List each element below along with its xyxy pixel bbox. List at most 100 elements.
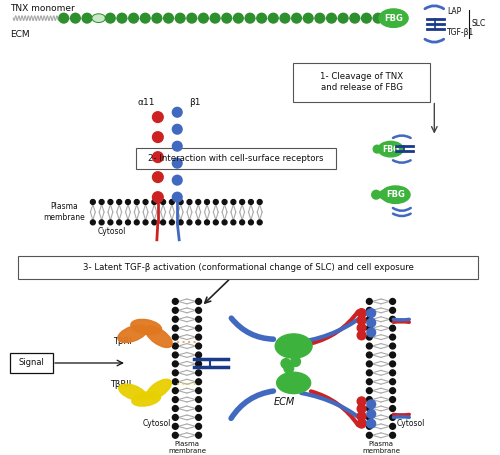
- Ellipse shape: [92, 14, 106, 22]
- Text: TβRI: TβRI: [113, 337, 132, 346]
- Circle shape: [90, 220, 96, 225]
- Circle shape: [204, 200, 210, 204]
- Circle shape: [367, 410, 376, 418]
- Circle shape: [152, 220, 156, 225]
- Circle shape: [390, 432, 396, 438]
- Circle shape: [108, 220, 113, 225]
- Circle shape: [380, 190, 388, 199]
- Circle shape: [172, 175, 182, 185]
- Text: FBG: FBG: [386, 190, 405, 199]
- Circle shape: [366, 415, 372, 420]
- Circle shape: [196, 405, 202, 411]
- Circle shape: [390, 397, 396, 403]
- Circle shape: [196, 200, 200, 204]
- Circle shape: [196, 352, 202, 358]
- Ellipse shape: [119, 384, 146, 400]
- Text: 2- Interaction with cell-surface receptors: 2- Interaction with cell-surface recepto…: [148, 154, 324, 163]
- Circle shape: [117, 220, 121, 225]
- Circle shape: [357, 397, 366, 406]
- Circle shape: [172, 334, 178, 340]
- FancyBboxPatch shape: [10, 353, 53, 373]
- Ellipse shape: [276, 372, 310, 394]
- Circle shape: [350, 13, 360, 23]
- Circle shape: [196, 370, 202, 376]
- Text: LAP: LAP: [447, 7, 461, 16]
- Circle shape: [245, 13, 255, 23]
- Circle shape: [196, 432, 202, 438]
- Circle shape: [140, 13, 150, 23]
- Circle shape: [366, 405, 372, 411]
- Circle shape: [196, 298, 202, 304]
- Circle shape: [367, 308, 376, 318]
- Circle shape: [172, 361, 178, 367]
- Circle shape: [357, 331, 366, 340]
- Circle shape: [222, 13, 232, 23]
- Circle shape: [372, 190, 380, 199]
- Circle shape: [390, 308, 396, 313]
- Circle shape: [234, 13, 243, 23]
- Circle shape: [152, 132, 163, 142]
- Circle shape: [196, 388, 202, 394]
- Circle shape: [198, 13, 208, 23]
- Text: TβRII: TβRII: [110, 380, 132, 389]
- Circle shape: [172, 352, 178, 358]
- Circle shape: [268, 13, 278, 23]
- Text: TNX monomer: TNX monomer: [10, 4, 75, 13]
- Ellipse shape: [378, 142, 404, 157]
- Circle shape: [172, 316, 178, 322]
- Circle shape: [176, 13, 185, 23]
- Circle shape: [108, 200, 113, 204]
- Circle shape: [172, 325, 178, 331]
- Text: 1- Cleavage of TNX
and release of FBG: 1- Cleavage of TNX and release of FBG: [320, 72, 403, 92]
- Circle shape: [172, 298, 178, 304]
- Circle shape: [152, 200, 156, 204]
- Text: TGF-β1: TGF-β1: [447, 28, 474, 37]
- Ellipse shape: [146, 326, 172, 348]
- Circle shape: [366, 316, 372, 322]
- FancyBboxPatch shape: [292, 63, 430, 101]
- Circle shape: [284, 364, 294, 373]
- Circle shape: [390, 405, 396, 411]
- Circle shape: [357, 419, 366, 428]
- Circle shape: [222, 220, 227, 225]
- Circle shape: [126, 200, 130, 204]
- Circle shape: [210, 13, 220, 23]
- Circle shape: [366, 334, 372, 340]
- Circle shape: [258, 220, 262, 225]
- Circle shape: [390, 298, 396, 304]
- Circle shape: [196, 220, 200, 225]
- Circle shape: [390, 370, 396, 376]
- Circle shape: [367, 419, 376, 428]
- Text: FBG: FBG: [384, 14, 403, 23]
- Text: SLC: SLC: [471, 20, 486, 29]
- FancyBboxPatch shape: [18, 256, 478, 279]
- Circle shape: [290, 357, 300, 366]
- Circle shape: [366, 298, 372, 304]
- Circle shape: [117, 200, 121, 204]
- Circle shape: [196, 415, 202, 420]
- Circle shape: [117, 13, 127, 23]
- Text: Cytosol: Cytosol: [98, 227, 126, 236]
- Circle shape: [187, 13, 196, 23]
- Circle shape: [204, 220, 210, 225]
- Text: β1: β1: [189, 98, 200, 107]
- Circle shape: [170, 220, 174, 225]
- Text: α11: α11: [138, 98, 155, 107]
- Circle shape: [240, 200, 244, 204]
- Circle shape: [390, 379, 396, 384]
- Circle shape: [152, 152, 163, 162]
- Circle shape: [126, 220, 130, 225]
- Ellipse shape: [146, 379, 172, 399]
- Circle shape: [172, 388, 178, 394]
- Circle shape: [366, 397, 372, 403]
- Circle shape: [160, 200, 166, 204]
- Circle shape: [366, 432, 372, 438]
- Text: ECM: ECM: [10, 30, 30, 39]
- Circle shape: [172, 424, 178, 429]
- Ellipse shape: [275, 334, 312, 358]
- Circle shape: [134, 200, 139, 204]
- Ellipse shape: [118, 325, 148, 343]
- Circle shape: [357, 404, 366, 413]
- Circle shape: [366, 352, 372, 358]
- Circle shape: [178, 220, 183, 225]
